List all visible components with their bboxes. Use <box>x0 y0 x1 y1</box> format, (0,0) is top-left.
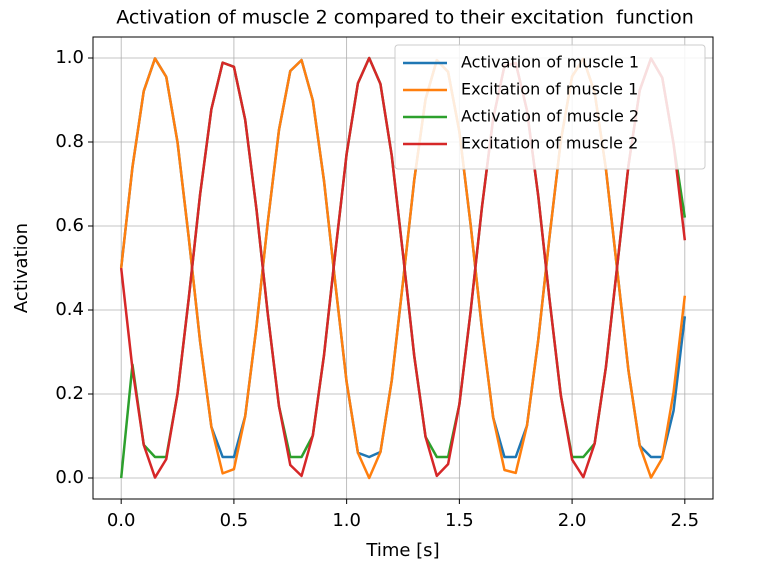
x-tick-label: 1.5 <box>445 510 474 531</box>
x-tick-label: 2.0 <box>558 510 587 531</box>
legend-box <box>394 44 706 170</box>
legend-label: Excitation of muscle 2 <box>461 134 638 153</box>
y-axis-label: Activation <box>11 223 32 313</box>
chart-title: Activation of muscle 2 compared to their… <box>116 7 694 29</box>
x-tick-label: 1.0 <box>332 510 361 531</box>
y-tick-label: 0.4 <box>55 299 84 320</box>
legend-label: Activation of muscle 1 <box>461 53 639 72</box>
legend: Activation of muscle 1 Excitation of musc… <box>394 44 706 170</box>
y-tick-label: 0.8 <box>55 131 84 152</box>
y-tick-label: 0.2 <box>55 383 84 404</box>
x-tick-label: 2.5 <box>670 510 699 531</box>
plot-frame <box>92 36 714 500</box>
y-tick-label: 0.6 <box>55 215 84 236</box>
y-tick-label: 0.0 <box>55 467 84 488</box>
legend-label: Activation of muscle 2 <box>461 107 639 126</box>
x-axis-label: Time [s] <box>365 540 439 561</box>
x-tick-label: 0.0 <box>107 510 136 531</box>
series-line <box>119 56 687 479</box>
x-tick-label: 0.5 <box>220 510 249 531</box>
y-tick-label: 1.0 <box>55 47 84 68</box>
legend-label: Excitation of muscle 1 <box>461 80 638 99</box>
